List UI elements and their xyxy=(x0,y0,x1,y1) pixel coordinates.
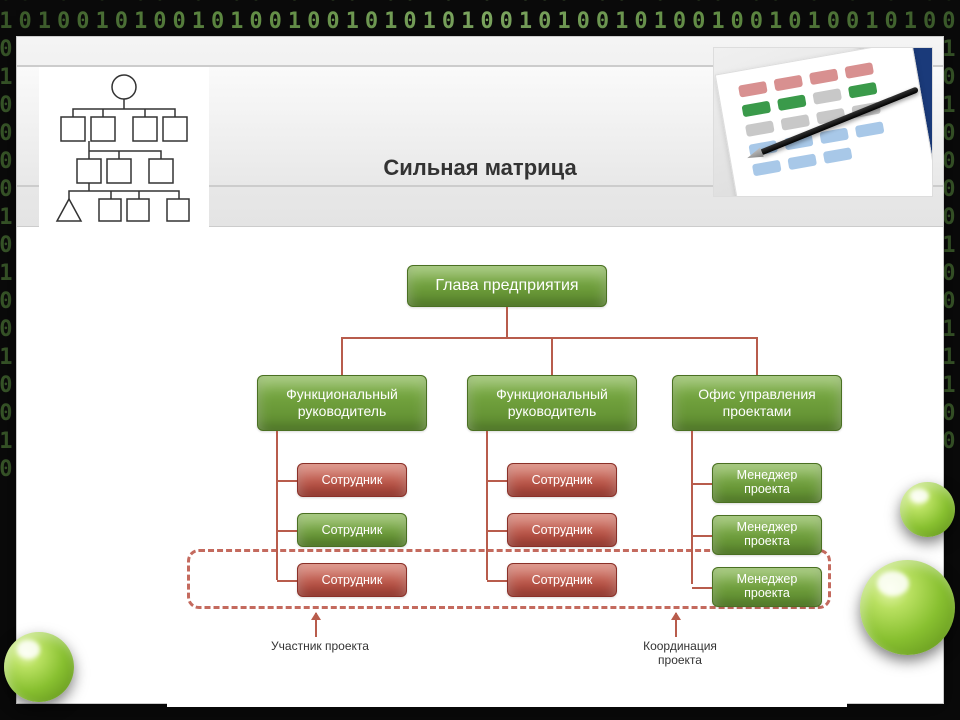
slide-header: Сильная матрица xyxy=(17,37,943,227)
connector xyxy=(277,580,297,582)
paper-cell xyxy=(844,62,874,79)
chart-node: Сотрудник xyxy=(507,563,617,597)
connector xyxy=(277,530,297,532)
decor-orb xyxy=(900,482,955,537)
chart-node: Сотрудник xyxy=(507,513,617,547)
paper-cell xyxy=(752,160,782,177)
chart-node: Сотрудник xyxy=(297,513,407,547)
connector xyxy=(551,337,553,375)
paper-cell xyxy=(742,101,772,118)
paper-cell xyxy=(848,82,878,99)
annotation-label: Участник проекта xyxy=(265,639,375,653)
chart-node: Сотрудник xyxy=(297,463,407,497)
chart-node: Менеджер проекта xyxy=(712,567,822,607)
connector xyxy=(756,337,758,375)
chart-node: Менеджер проекта xyxy=(712,463,822,503)
paper-cell xyxy=(738,81,768,98)
paper-cell xyxy=(773,75,803,92)
slide-frame: Сильная матрица xyxy=(16,36,944,704)
header-left-orgchart-icon xyxy=(39,67,209,227)
connector xyxy=(276,431,278,580)
connector xyxy=(487,580,507,582)
annotation-arrow xyxy=(315,613,317,637)
connector xyxy=(486,431,488,580)
paper-cell xyxy=(823,147,853,164)
paper-cell xyxy=(780,114,810,131)
chart-node: Функциональный руководитель xyxy=(467,375,637,431)
paper-cell xyxy=(745,120,775,137)
paper-cell xyxy=(812,88,842,105)
connector xyxy=(342,337,757,339)
paper-cell xyxy=(855,121,885,138)
chart-node: Сотрудник xyxy=(507,463,617,497)
paper-cell xyxy=(809,68,839,85)
annotation-arrow xyxy=(675,613,677,637)
chart-node: Функциональный руководитель xyxy=(257,375,427,431)
chart-node: Сотрудник xyxy=(297,563,407,597)
org-chart: Глава предприятия Функциональный руководи… xyxy=(167,247,847,707)
decor-orb xyxy=(4,632,74,702)
paper-cell xyxy=(787,153,817,170)
connector xyxy=(692,483,712,485)
connector xyxy=(692,587,712,589)
annotation-label: Координация проекта xyxy=(625,639,735,667)
chart-node: Менеджер проекта xyxy=(712,515,822,555)
connector xyxy=(487,530,507,532)
decor-orb xyxy=(860,560,955,655)
header-right-illustration xyxy=(713,47,933,197)
chart-node: Офис управления проектами xyxy=(672,375,842,431)
connector xyxy=(506,307,508,337)
connector xyxy=(692,535,712,537)
connector xyxy=(277,480,297,482)
chart-node: Глава предприятия xyxy=(407,265,607,307)
paper-cell xyxy=(777,94,807,111)
connector xyxy=(341,337,343,375)
connector xyxy=(691,431,693,584)
paper-chart-icon xyxy=(715,47,933,197)
connector xyxy=(487,480,507,482)
